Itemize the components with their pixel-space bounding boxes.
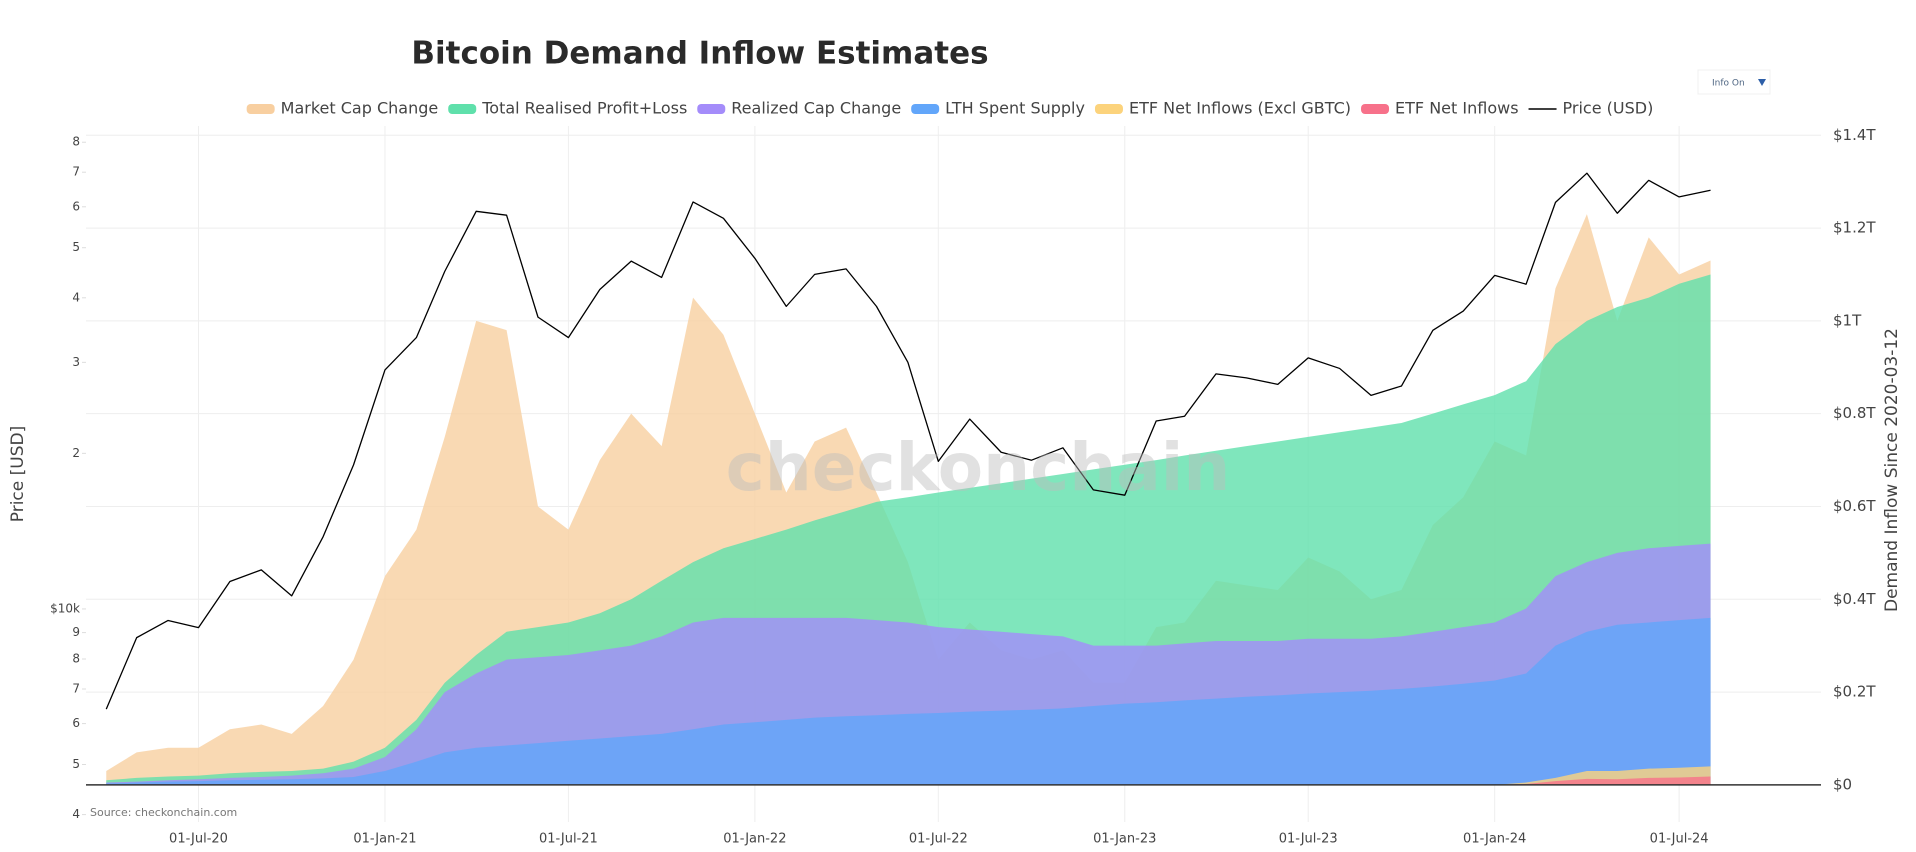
- x-tick-label: 01-Jul-20: [169, 832, 228, 847]
- legend-label: Realized Cap Change: [731, 99, 901, 118]
- y-tick-label: 4: [72, 807, 80, 821]
- x-tick-label: 01-Jan-23: [1093, 832, 1156, 847]
- y-tick-label: 6: [72, 716, 80, 730]
- y-tick-label: 7: [72, 165, 80, 179]
- y-tick-label: 8: [72, 652, 80, 666]
- legend-swatch: [448, 104, 477, 114]
- legend-swatch: [1094, 104, 1123, 114]
- x-tick-label: 01-Jul-21: [539, 832, 598, 847]
- legend-swatch: [246, 104, 275, 114]
- x-tick-label: 01-Jul-24: [1650, 832, 1709, 847]
- chart-title: Bitcoin Demand Inflow Estimates: [411, 36, 988, 72]
- y-tick-label: 9: [72, 625, 80, 639]
- legend-label: ETF Net Inflows (Excl GBTC): [1129, 99, 1351, 118]
- y-tick-label: $10k: [50, 601, 80, 615]
- x-tick-label: 01-Jul-22: [909, 832, 968, 847]
- legend-label: ETF Net Inflows: [1395, 99, 1519, 118]
- y-axis-title: Price [USD]: [8, 426, 28, 522]
- y-tick-label: 6: [72, 199, 80, 213]
- y-tick-label: 2: [72, 446, 80, 460]
- source-note: Source: checkonchain.com: [90, 806, 237, 819]
- legend-label: Total Realised Profit+Loss: [481, 99, 687, 118]
- x-tick-label: 01-Jul-23: [1279, 832, 1338, 847]
- y2-tick-label: $0: [1833, 775, 1852, 793]
- legend-swatch: [911, 104, 940, 114]
- y2-tick-label: $0.4T: [1833, 590, 1876, 608]
- legend-label: Market Cap Change: [281, 99, 439, 118]
- y2-tick-label: $0.8T: [1833, 404, 1876, 422]
- price-line: [105, 172, 1711, 710]
- line-layer: [105, 172, 1711, 710]
- area-series: [1494, 776, 1711, 785]
- y-tick-label: 5: [72, 757, 80, 771]
- info-button[interactable]: Info On: [1697, 69, 1771, 95]
- x-tick-label: 01-Jan-24: [1463, 832, 1526, 847]
- x-tick-label: 01-Jan-21: [353, 832, 416, 847]
- y-tick-label: 4: [72, 290, 80, 304]
- area-series: [106, 617, 1711, 785]
- y-tick-label: 3: [72, 355, 80, 369]
- y2-tick-label: $1.4T: [1833, 126, 1876, 144]
- watermark: checkonchain: [726, 429, 1231, 506]
- y2-tick-label: $1T: [1833, 311, 1862, 329]
- legend: Market Cap Change Total Realised Profit+L…: [246, 99, 1654, 118]
- y2-tick-label: $1.2T: [1833, 219, 1876, 237]
- legend-swatch: [697, 104, 726, 114]
- y-tick-label: 7: [72, 681, 80, 695]
- dropdown-arrow[interactable]: [1758, 79, 1766, 86]
- y2-axis-title: Demand Inflow Since 2020-03-12: [1882, 328, 1902, 612]
- info-button-box[interactable]: [1697, 69, 1771, 95]
- axis-layer: 01-Jul-20 01-Jan-21 01-Jul-21 01-Jan-22 01-J…: [50, 126, 1876, 847]
- y-tick-label: 8: [72, 135, 80, 149]
- legend-label: LTH Spent Supply: [945, 99, 1085, 118]
- info-button-label[interactable]: Info On: [1712, 79, 1745, 89]
- x-tick-label: 01-Jan-22: [723, 832, 786, 847]
- y-tick-label: 5: [72, 240, 80, 254]
- area-layer: [106, 214, 1711, 785]
- y2-tick-label: $0.2T: [1833, 683, 1876, 701]
- legend-label: Price (USD): [1563, 99, 1654, 118]
- y2-tick-label: $0.6T: [1833, 497, 1876, 515]
- legend-swatch: [1361, 104, 1390, 114]
